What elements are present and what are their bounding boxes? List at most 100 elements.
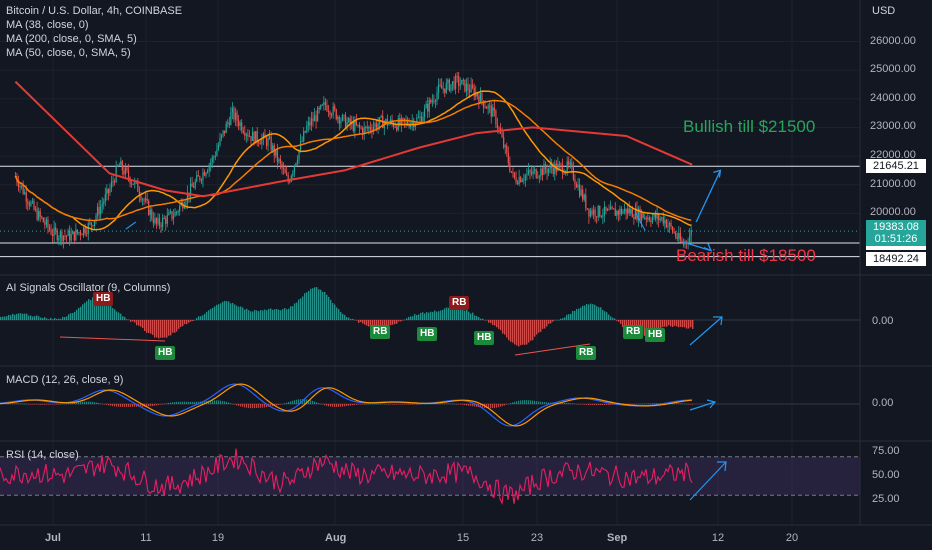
macd-histogram-bar (32, 404, 34, 405)
candle-body (436, 92, 438, 101)
oscillator-column (490, 320, 492, 324)
oscillator-column (60, 318, 62, 320)
macd-histogram-bar (372, 403, 374, 405)
candle-body (191, 183, 193, 187)
price-pane[interactable] (0, 71, 860, 258)
macd-histogram-bar (384, 403, 386, 405)
candle-body (176, 211, 178, 213)
candle-body (424, 108, 426, 117)
oscillator-column (226, 301, 228, 320)
macd-histogram-bar (630, 404, 632, 405)
macd-histogram-bar (30, 404, 32, 405)
oscillator-column (142, 320, 144, 329)
candle-body (489, 105, 491, 107)
oscillator-column (532, 320, 534, 341)
oscillator-column (84, 302, 86, 320)
candle-body (597, 205, 599, 218)
candle-body (103, 201, 105, 205)
candle-body (267, 138, 269, 146)
oscillator-column (546, 320, 548, 327)
candle-body (470, 84, 472, 93)
macd-histogram-bar (120, 404, 122, 407)
oscillator-column (292, 306, 294, 320)
oscillator-column (262, 310, 264, 320)
macd-histogram-bar (110, 404, 112, 406)
candle-body (358, 124, 361, 128)
macd-histogram-bar (496, 404, 498, 408)
macd-histogram-bar (404, 404, 406, 405)
macd-histogram-bar (68, 403, 70, 404)
macd-histogram-bar (470, 404, 472, 406)
bearish-arrow-head (703, 243, 713, 252)
candle-body (393, 122, 395, 127)
candle-body (157, 217, 159, 224)
macd-histogram-bar (226, 401, 228, 404)
price-tick-label: 23000.00 (870, 120, 916, 133)
candle-body (95, 215, 97, 221)
oscillator-pane[interactable] (0, 287, 860, 356)
candle-body (45, 219, 47, 225)
macd-legend[interactable]: MACD (12, 26, close, 9) (6, 373, 123, 387)
time-tick-label: 12 (711, 532, 725, 544)
rsi-legend[interactable]: RSI (14, close) (6, 448, 79, 462)
signal-badge-hb: HB (93, 292, 114, 306)
rsi-arrow-head (717, 461, 727, 472)
candle-body (402, 118, 404, 120)
oscillator-column (484, 320, 486, 321)
candle-body (486, 107, 488, 109)
candle-body (228, 122, 230, 125)
oscillator-column (220, 303, 222, 320)
candle-body (495, 110, 497, 125)
candle-body (168, 212, 170, 215)
candle-body (465, 83, 468, 92)
oscillator-column (120, 313, 122, 320)
candle-body (36, 208, 38, 220)
candle-body (344, 115, 347, 128)
rsi-arrow (689, 461, 727, 501)
macd-histogram-bar (588, 404, 590, 405)
candle-body (647, 217, 649, 220)
candle-body (357, 124, 359, 126)
oscillator-column (424, 313, 426, 320)
candle-body (230, 112, 232, 125)
oscillator-column (222, 301, 224, 320)
rsi-pane[interactable] (0, 448, 860, 505)
macd-histogram-bar (162, 404, 164, 405)
macd-histogram-bar (676, 403, 678, 404)
candle-body (61, 231, 63, 242)
oscillator-column (674, 320, 676, 326)
oscillator-column (12, 313, 14, 320)
macd-pane[interactable] (0, 383, 860, 427)
oscillator-column (586, 303, 588, 320)
candle-body (434, 100, 437, 102)
oscillator-column (522, 320, 524, 345)
oscillator-column (306, 292, 308, 320)
macd-histogram-bar (116, 404, 118, 407)
candle-body (558, 163, 561, 165)
oscillator-column (156, 320, 158, 338)
candle-body (275, 150, 277, 156)
macd-histogram-bar (602, 404, 604, 406)
oscillator-legend[interactable]: AI Signals Oscillator (9, Columns) (6, 281, 170, 295)
macd-histogram-bar (148, 404, 150, 407)
candle-body (86, 233, 88, 235)
oscillator-column (304, 293, 306, 320)
macd-histogram-bar (318, 403, 320, 404)
candle-body (526, 173, 528, 176)
signal-badge-hb: HB (155, 346, 176, 360)
macd-histogram-bar (374, 403, 376, 405)
macd-histogram-bar (354, 404, 356, 405)
oscillator-column (14, 314, 16, 320)
oscillator-column (452, 307, 454, 320)
price-legend[interactable]: Bitcoin / U.S. Dollar, 4h, COINBASE MA (… (6, 4, 182, 60)
candle-body (487, 105, 489, 109)
candle-body (107, 188, 109, 194)
macd-histogram-bar (232, 403, 234, 405)
macd-histogram-bar (212, 400, 214, 404)
candle-body (166, 214, 168, 224)
macd-histogram-bar (546, 402, 548, 404)
candle-body (675, 232, 677, 237)
oscillator-column (154, 320, 156, 338)
oscillator-column (114, 309, 116, 320)
